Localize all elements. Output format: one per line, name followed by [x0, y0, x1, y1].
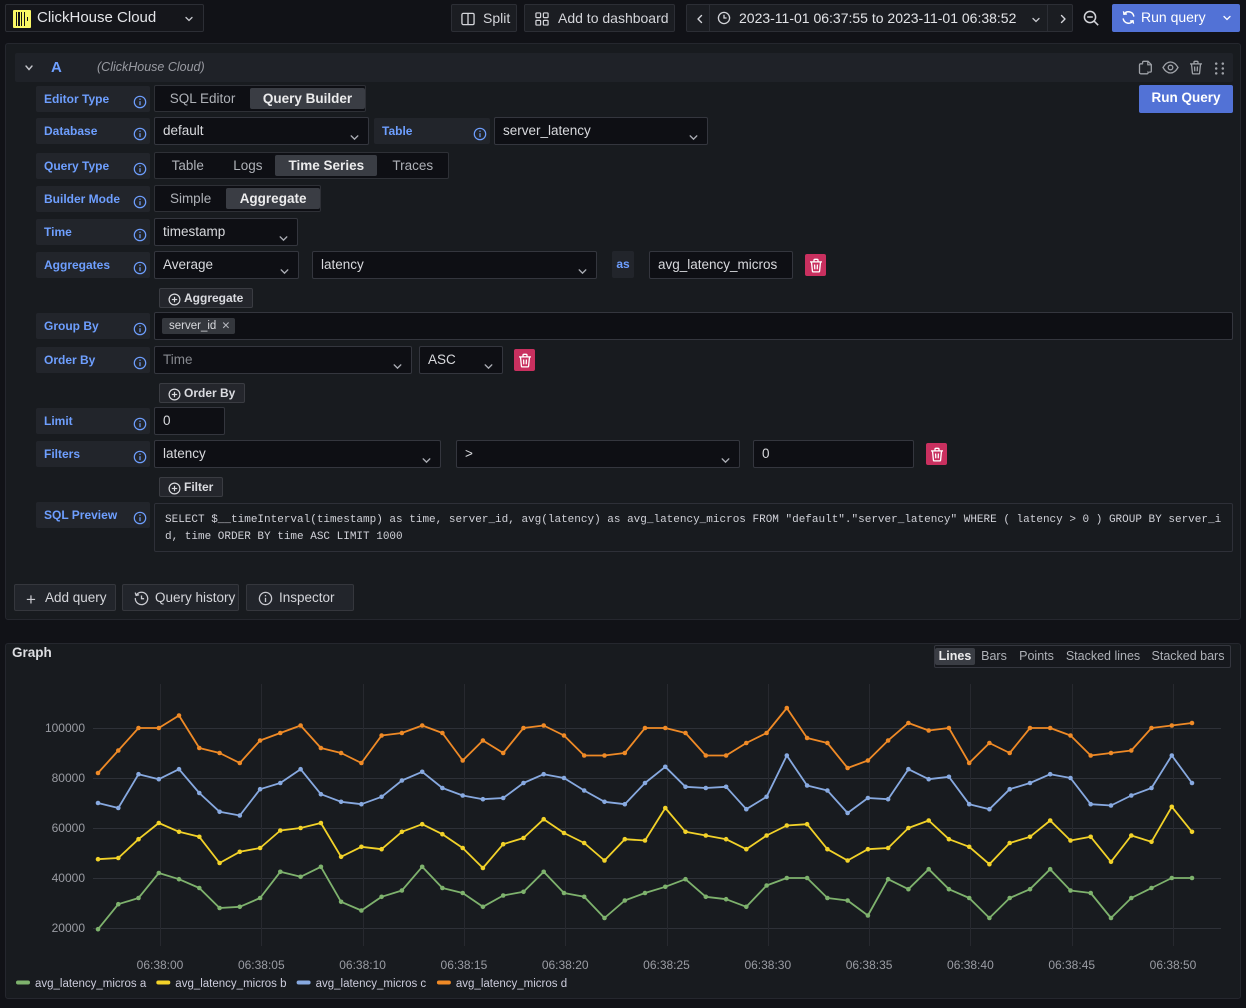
svg-text:100000: 100000 — [45, 721, 85, 735]
svg-text:06:38:50: 06:38:50 — [1150, 958, 1197, 972]
svg-text:80000: 80000 — [52, 771, 86, 785]
svg-text:06:38:45: 06:38:45 — [1048, 958, 1095, 972]
svg-text:06:38:00: 06:38:00 — [137, 958, 184, 972]
svg-text:06:38:40: 06:38:40 — [947, 958, 994, 972]
svg-text:06:38:20: 06:38:20 — [542, 958, 589, 972]
svg-text:40000: 40000 — [52, 871, 86, 885]
svg-text:06:38:10: 06:38:10 — [339, 958, 386, 972]
svg-text:06:38:30: 06:38:30 — [744, 958, 791, 972]
svg-text:avg_latency_micros d: avg_latency_micros d — [456, 978, 567, 990]
svg-text:06:38:35: 06:38:35 — [846, 958, 893, 972]
svg-text:06:38:05: 06:38:05 — [238, 958, 285, 972]
svg-text:avg_latency_micros b: avg_latency_micros b — [175, 978, 286, 990]
svg-text:06:38:25: 06:38:25 — [643, 958, 690, 972]
svg-text:avg_latency_micros c: avg_latency_micros c — [316, 978, 427, 990]
svg-text:60000: 60000 — [52, 821, 86, 835]
svg-text:avg_latency_micros a: avg_latency_micros a — [35, 978, 147, 990]
svg-text:06:38:15: 06:38:15 — [441, 958, 488, 972]
svg-text:20000: 20000 — [52, 921, 86, 935]
